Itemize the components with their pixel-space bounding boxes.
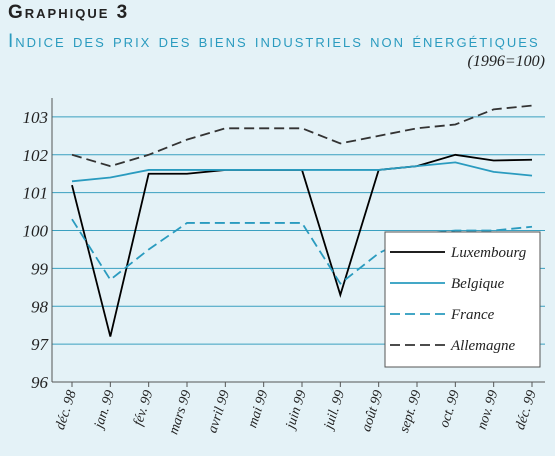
y-tick-label: 99: [31, 259, 49, 278]
x-tick-label: juil. 99: [321, 389, 348, 433]
legend-label: Belgique: [451, 276, 505, 292]
y-tick-label: 97: [31, 335, 50, 354]
x-tick-label: sept. 99: [397, 389, 425, 435]
series-line: [71, 104, 533, 168]
y-tick-label: 100: [23, 222, 49, 241]
x-tick-label: mai 99: [245, 389, 271, 430]
x-tick-label: oct. 99: [437, 389, 463, 430]
x-tick-label: mars 99: [166, 389, 194, 437]
series-line: [71, 218, 533, 285]
y-tick-label: 102: [23, 146, 49, 165]
y-tick-label: 101: [23, 184, 49, 203]
x-tick-label: nov. 99: [475, 389, 502, 432]
x-tick-label: août 99: [359, 389, 386, 434]
legend-label: Luxembourg: [450, 245, 527, 261]
series-line: [71, 161, 533, 183]
y-tick-label: 103: [23, 108, 49, 127]
chart-subtitle: Indice des prix des biens industriels no…: [8, 31, 540, 52]
x-tick-label: jan. 99: [91, 389, 118, 433]
x-tick-label: juin 99: [283, 389, 310, 433]
legend-label: France: [450, 307, 495, 323]
y-tick-label: 96: [31, 373, 49, 392]
x-tick-label: déc. 98: [53, 389, 80, 432]
chart-title: Graphique 3: [8, 2, 130, 23]
legend-label: Allemagne: [450, 338, 515, 354]
x-tick-label: déc. 99: [513, 389, 540, 432]
unit-note: (1996=100): [467, 53, 545, 70]
x-tick-label: fév. 99: [131, 389, 156, 428]
x-tick-label: avril 99: [205, 389, 233, 435]
y-tick-label: 98: [31, 297, 49, 316]
